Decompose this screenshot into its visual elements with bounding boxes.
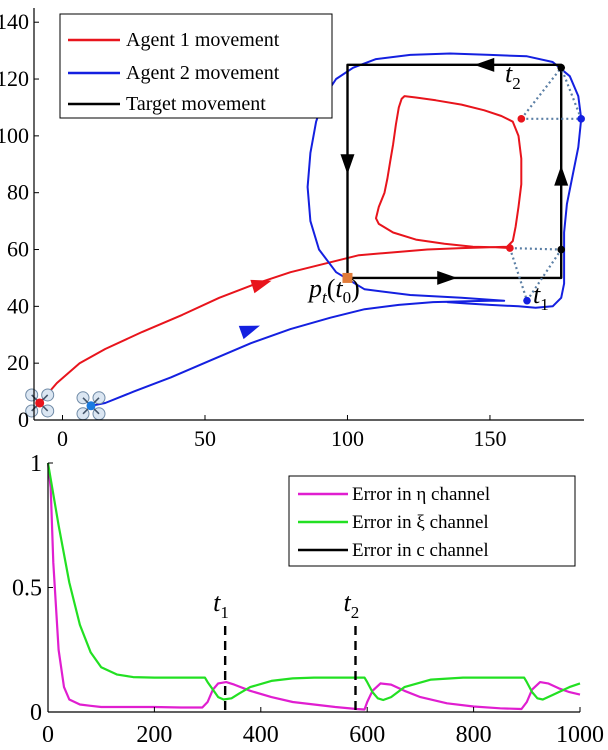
y-tick-label: 40 <box>7 293 29 318</box>
y-tick-label: 1 <box>30 451 42 477</box>
error-line-1 <box>46 462 581 711</box>
vline-label-t1: t1 <box>213 588 229 622</box>
point-marker <box>557 245 566 254</box>
bottom-legend: Error in η channel Error in ξ channel Er… <box>288 475 576 567</box>
y-tick-label: 100 <box>0 123 29 148</box>
connector-line <box>560 67 583 120</box>
connector-line <box>509 246 562 251</box>
x-tick-label: 50 <box>194 426 216 451</box>
x-tick-label: 150 <box>473 426 506 451</box>
annotation-t1: t1 <box>533 280 549 314</box>
direction-arrow <box>437 270 458 285</box>
bottom-tick-labels: 0 200 400 600 800 1000 0 0.5 1 <box>12 451 604 748</box>
top-legend: Agent 1 movement Agent 2 movement Target… <box>59 13 333 119</box>
y-tick-label: 0 <box>30 700 42 726</box>
top-connectors-layer <box>508 66 583 302</box>
y-tick-label: 80 <box>7 180 29 205</box>
drone-icon <box>25 388 55 418</box>
annotation-pt-t0: pt(t0) <box>307 274 360 307</box>
legend-label-eta: Error in η channel <box>352 484 490 505</box>
legend-label-agent2: Agent 2 movement <box>126 62 280 84</box>
x-tick-label: 100 <box>331 426 364 451</box>
start-marker <box>342 272 353 283</box>
point-marker <box>557 63 566 72</box>
drone-icons <box>25 388 106 421</box>
direction-arrow <box>474 57 495 72</box>
x-tick-label: 600 <box>349 722 385 748</box>
top-legend-box <box>59 13 333 119</box>
bottom-vlines-layer: t1 t2 <box>213 588 359 712</box>
connector-line <box>520 66 563 120</box>
top-axes <box>33 8 584 421</box>
y-tick-label: 0 <box>18 407 29 432</box>
direction-arrow <box>238 325 260 340</box>
y-tick-label: 60 <box>7 237 29 262</box>
point-marker <box>577 115 585 123</box>
x-tick-label: 0 <box>57 426 68 451</box>
top-annotations: pt(t0) t1 t2 <box>307 59 549 314</box>
top-arrows-layer <box>238 57 569 340</box>
annotation-t2: t2 <box>505 59 521 93</box>
y-tick-label: 20 <box>7 350 29 375</box>
top-markers-layer <box>342 63 585 305</box>
legend-label-c: Error in c channel <box>352 540 489 561</box>
top-trajectory-plot: 0 50 100 150 0 20 40 60 80 100 120 140 pt(t0) t1 t2 A… <box>0 8 585 451</box>
direction-arrow <box>340 154 355 175</box>
top-tick-labels: 0 50 100 150 0 20 40 60 80 100 120 140 <box>0 9 506 451</box>
legend-label-target: Target movement <box>126 93 266 115</box>
bottom-error-plot: t1 t2 0 200 400 600 800 1000 0 0.5 1 Error in η c… <box>12 451 604 748</box>
direction-arrow <box>250 279 272 294</box>
point-marker <box>523 296 531 305</box>
point-marker <box>517 115 526 123</box>
vline-label-t2: t2 <box>343 588 359 622</box>
x-tick-label: 1000 <box>556 722 604 748</box>
direction-arrow <box>554 165 569 186</box>
drone-icon <box>76 391 106 421</box>
y-tick-label: 0.5 <box>12 576 42 602</box>
x-tick-label: 200 <box>136 722 172 748</box>
bottom-series-layer <box>46 462 581 711</box>
connector-line <box>526 248 563 302</box>
y-tick-label: 120 <box>0 66 29 91</box>
y-tick-label: 140 <box>0 9 29 34</box>
x-tick-label: 400 <box>243 722 279 748</box>
x-tick-label: 0 <box>42 722 54 748</box>
legend-label-xi: Error in ξ channel <box>352 512 489 533</box>
legend-label-agent1: Agent 1 movement <box>126 29 280 51</box>
point-marker <box>506 244 514 252</box>
series-line-1 <box>38 95 523 404</box>
error-line-2 <box>46 462 581 702</box>
connector-line <box>508 247 529 302</box>
series-line-3 <box>346 63 563 280</box>
x-tick-label: 800 <box>456 722 492 748</box>
